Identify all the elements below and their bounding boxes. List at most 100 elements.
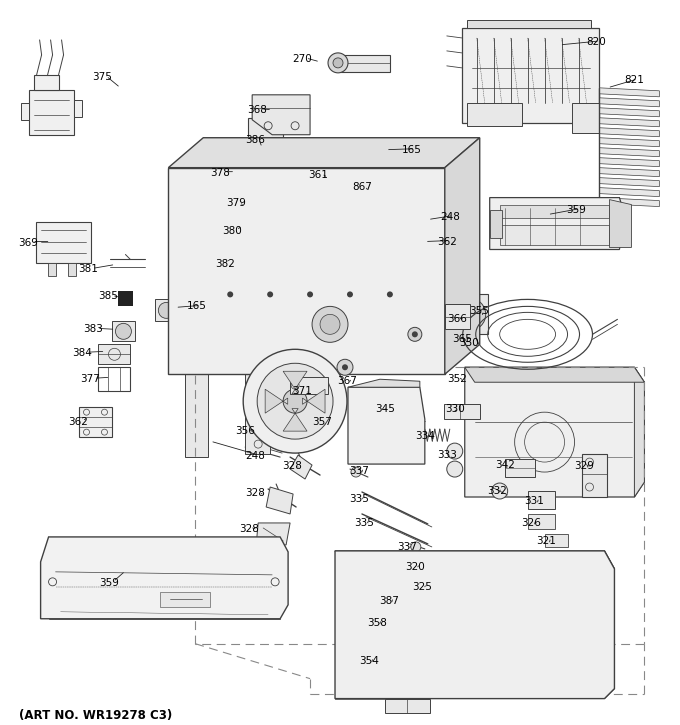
Text: 365: 365 <box>452 334 472 344</box>
Circle shape <box>411 542 421 552</box>
Polygon shape <box>375 138 415 194</box>
Text: 165: 165 <box>187 302 207 312</box>
Polygon shape <box>490 198 624 249</box>
Circle shape <box>412 331 418 337</box>
Polygon shape <box>600 108 660 117</box>
Text: 270: 270 <box>292 54 312 64</box>
Text: 328: 328 <box>239 524 259 534</box>
Polygon shape <box>335 551 615 699</box>
Polygon shape <box>600 167 660 177</box>
Polygon shape <box>600 128 660 137</box>
Circle shape <box>320 315 340 334</box>
Text: 361: 361 <box>308 170 328 180</box>
Polygon shape <box>444 405 479 419</box>
Polygon shape <box>500 204 609 218</box>
Text: 358: 358 <box>367 618 387 628</box>
Circle shape <box>347 291 353 297</box>
Polygon shape <box>600 188 660 196</box>
Bar <box>118 291 133 307</box>
Polygon shape <box>335 551 365 586</box>
Polygon shape <box>290 377 328 394</box>
Polygon shape <box>505 459 534 477</box>
Polygon shape <box>216 198 260 238</box>
Text: 378: 378 <box>210 167 230 178</box>
Circle shape <box>307 291 313 297</box>
Polygon shape <box>335 551 615 569</box>
Text: 321: 321 <box>537 536 556 546</box>
Polygon shape <box>464 368 645 382</box>
Polygon shape <box>490 210 502 238</box>
Text: 377: 377 <box>80 374 101 384</box>
Polygon shape <box>600 148 660 157</box>
Text: 332: 332 <box>487 486 507 496</box>
Text: 325: 325 <box>412 582 432 592</box>
Polygon shape <box>78 407 112 437</box>
Polygon shape <box>600 98 660 107</box>
Polygon shape <box>248 117 283 153</box>
Circle shape <box>312 307 348 342</box>
Circle shape <box>243 349 347 453</box>
Text: 320: 320 <box>405 562 424 572</box>
Circle shape <box>218 201 240 223</box>
Polygon shape <box>283 371 307 394</box>
Polygon shape <box>252 95 310 135</box>
Text: 368: 368 <box>248 105 267 115</box>
Circle shape <box>462 307 478 323</box>
Polygon shape <box>350 591 534 641</box>
Polygon shape <box>41 537 288 618</box>
Polygon shape <box>112 321 135 341</box>
Polygon shape <box>528 514 555 529</box>
Polygon shape <box>348 387 425 464</box>
Text: 334: 334 <box>415 431 435 441</box>
Polygon shape <box>600 198 660 207</box>
Polygon shape <box>216 241 257 260</box>
Text: 867: 867 <box>352 182 372 191</box>
Text: 329: 329 <box>575 461 594 471</box>
Text: 335: 335 <box>354 518 374 528</box>
Circle shape <box>227 291 233 297</box>
Polygon shape <box>609 199 632 247</box>
Circle shape <box>374 673 386 684</box>
Polygon shape <box>20 103 29 120</box>
Polygon shape <box>466 20 592 28</box>
Polygon shape <box>338 178 368 204</box>
Circle shape <box>351 467 361 477</box>
Polygon shape <box>218 154 260 196</box>
Circle shape <box>417 553 432 569</box>
Polygon shape <box>155 299 178 321</box>
Text: 337: 337 <box>397 542 417 552</box>
Polygon shape <box>73 100 82 117</box>
Circle shape <box>447 461 463 477</box>
Polygon shape <box>600 117 660 127</box>
Polygon shape <box>452 294 488 334</box>
Polygon shape <box>340 55 390 72</box>
Text: 379: 379 <box>226 198 246 207</box>
Text: 337: 337 <box>349 466 369 476</box>
Polygon shape <box>600 88 660 97</box>
Text: 387: 387 <box>379 596 398 606</box>
Text: 356: 356 <box>235 426 255 436</box>
Circle shape <box>408 328 422 341</box>
Polygon shape <box>335 651 385 699</box>
Polygon shape <box>581 454 607 497</box>
Text: 366: 366 <box>447 315 466 324</box>
Text: 381: 381 <box>78 265 99 275</box>
Polygon shape <box>571 103 600 133</box>
Polygon shape <box>382 157 408 170</box>
Text: 165: 165 <box>402 145 422 154</box>
Polygon shape <box>462 28 600 123</box>
Text: 820: 820 <box>587 37 607 47</box>
Polygon shape <box>29 90 73 135</box>
Text: 328: 328 <box>282 461 302 471</box>
Text: 326: 326 <box>522 518 541 528</box>
Circle shape <box>158 302 174 318</box>
Text: 333: 333 <box>437 450 457 460</box>
Text: (ART NO. WR19278 C3): (ART NO. WR19278 C3) <box>18 708 172 721</box>
Polygon shape <box>464 368 645 497</box>
Text: 821: 821 <box>624 75 645 85</box>
Circle shape <box>492 483 508 499</box>
Polygon shape <box>408 231 445 252</box>
Text: 357: 357 <box>312 417 332 427</box>
Circle shape <box>454 299 486 331</box>
Polygon shape <box>600 178 660 186</box>
